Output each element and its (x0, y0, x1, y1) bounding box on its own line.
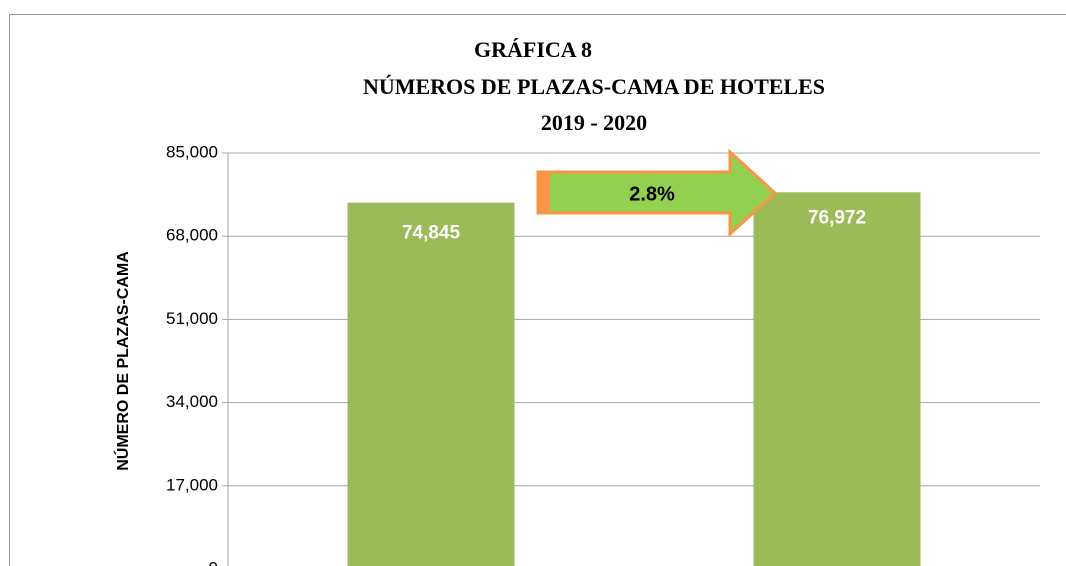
y-axis-label: NÚMERO DE PLAZAS-CAMA (113, 251, 132, 471)
y-tick-label: 51,000 (166, 309, 218, 328)
y-tick-label: 68,000 (166, 226, 218, 245)
chart-border (9, 14, 1066, 566)
chart-title: 2019 - 2020 (541, 110, 647, 135)
y-tick-label: 34,000 (166, 392, 218, 411)
annotation: 2.8% (629, 183, 675, 205)
chart-title: GRÁFICA 8 (474, 37, 592, 62)
y-tick-label: 17,000 (166, 475, 218, 494)
chart-title: NÚMEROS DE PLAZAS-CAMA DE HOTELES (363, 74, 825, 99)
data-label: 74,845 (402, 223, 461, 244)
arrow-tail (538, 172, 550, 213)
y-tick-label: 0 (209, 558, 218, 566)
data-label: 76,972 (808, 207, 866, 228)
bar (347, 202, 515, 566)
growth-arrow (536, 148, 778, 238)
bar (753, 192, 921, 566)
y-tick-label: 85,000 (166, 142, 218, 161)
